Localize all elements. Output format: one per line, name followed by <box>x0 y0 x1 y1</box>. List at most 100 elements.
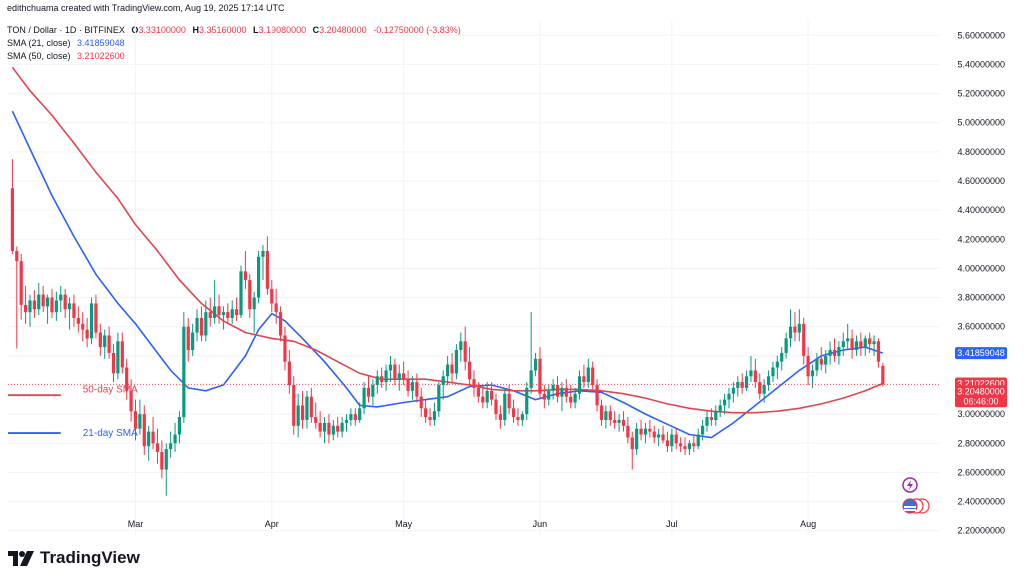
candle-body <box>111 352 116 374</box>
candle <box>722 393 727 415</box>
candle <box>599 399 604 426</box>
candle <box>446 355 450 385</box>
candle-body <box>380 376 384 383</box>
candle-body <box>362 387 366 409</box>
candle <box>94 294 98 339</box>
economic-events-icon[interactable] <box>902 498 930 514</box>
candle <box>208 297 212 327</box>
candle-body <box>766 376 771 385</box>
candle-body <box>551 385 555 391</box>
candle-body <box>15 250 19 262</box>
candle-body <box>463 341 467 362</box>
y-tick-label: 3.60000000 <box>957 322 1005 332</box>
candle-body <box>507 393 511 409</box>
candle-body <box>191 332 195 351</box>
alert-icon[interactable] <box>902 477 918 493</box>
ohlc-open-label: O <box>131 25 139 35</box>
candle <box>868 332 872 353</box>
candle-body <box>468 361 472 380</box>
candle <box>221 306 226 330</box>
y-tick-label: 5.40000000 <box>957 59 1005 69</box>
candle <box>604 405 608 429</box>
price-chart[interactable]: 50-day SMA 21-day SMA 5.60000000 5.4000000… <box>0 0 1024 545</box>
y-tick-label: 4.80000000 <box>957 147 1005 157</box>
candle <box>54 291 58 321</box>
candle-body <box>393 364 397 380</box>
tradingview-wordmark: TradingView <box>40 548 140 567</box>
candle <box>476 382 480 403</box>
ohlc-close-value: 3.20480000 <box>319 25 367 35</box>
candle-body <box>45 297 50 307</box>
candle-body <box>454 350 459 374</box>
candle <box>573 387 577 409</box>
candle <box>472 370 476 397</box>
candle <box>59 285 63 313</box>
candle-body <box>81 323 85 330</box>
ohlc-open-value: 3.33100000 <box>138 25 186 35</box>
candle <box>23 285 28 324</box>
sma50-legend-line[interactable]: SMA (50, close) 3.21022600 <box>7 51 129 61</box>
price-badge-label: 3.20480000 <box>957 386 1005 396</box>
candle <box>199 306 204 342</box>
candle <box>67 297 72 330</box>
candle <box>371 379 375 406</box>
y-tick-label: 2.40000000 <box>957 497 1005 507</box>
candle <box>265 236 269 295</box>
candle <box>648 419 652 438</box>
candle-body <box>138 414 142 429</box>
symbol-name[interactable]: TON / Dollar · 1D · BITFINEX <box>7 25 125 35</box>
candle-body <box>63 294 67 310</box>
candle-body <box>169 443 173 450</box>
candle-body <box>846 338 850 342</box>
candle <box>63 288 67 318</box>
candle <box>415 373 419 403</box>
candle <box>353 408 357 426</box>
candle <box>538 347 542 400</box>
candle <box>547 385 551 406</box>
candle <box>292 376 296 435</box>
candle-body <box>529 370 533 388</box>
candle <box>454 344 459 380</box>
candle-body <box>876 341 881 362</box>
candle <box>516 408 520 426</box>
candle <box>780 347 784 371</box>
ohlc-close: C3.20480000 <box>313 25 367 35</box>
candle <box>384 364 388 391</box>
candle-body <box>221 312 226 316</box>
candle <box>489 382 494 406</box>
symbol-legend-line: TON / Dollar · 1D · BITFINEX O3.33100000… <box>7 25 465 35</box>
candle <box>582 364 586 388</box>
candle-body <box>775 361 779 368</box>
candle-body <box>292 385 296 426</box>
candle <box>235 297 239 321</box>
candle-body <box>538 358 542 394</box>
tradingview-watermark[interactable]: TradingView <box>8 548 140 568</box>
sma21-legend-line[interactable]: SMA (21, close) 3.41859048 <box>7 38 129 48</box>
candle-body <box>85 329 89 339</box>
candle <box>731 382 735 403</box>
candle <box>463 326 467 371</box>
y-tick-label: 4.00000000 <box>957 263 1005 273</box>
candle-body <box>753 370 757 383</box>
ohlc-change: -0.12750000 (-3.83%) <box>373 25 461 35</box>
candle-body <box>784 338 788 353</box>
candle <box>753 358 757 388</box>
candle <box>327 414 331 444</box>
x-tick-label: Jul <box>666 519 678 529</box>
candle <box>133 399 138 441</box>
x-tick-label: Mar <box>128 519 144 529</box>
candle-body <box>525 387 529 415</box>
candle <box>758 373 762 400</box>
candle <box>296 393 300 438</box>
candle-body <box>59 294 63 301</box>
candle-body <box>511 408 516 418</box>
candle <box>28 294 32 327</box>
candle <box>701 419 705 441</box>
candle <box>116 332 120 380</box>
candle <box>375 370 379 394</box>
candle-body <box>806 355 810 377</box>
candle <box>424 399 428 423</box>
ohlc-low: L3.19080000 <box>253 25 306 35</box>
candle <box>876 338 881 368</box>
candle <box>468 347 472 385</box>
